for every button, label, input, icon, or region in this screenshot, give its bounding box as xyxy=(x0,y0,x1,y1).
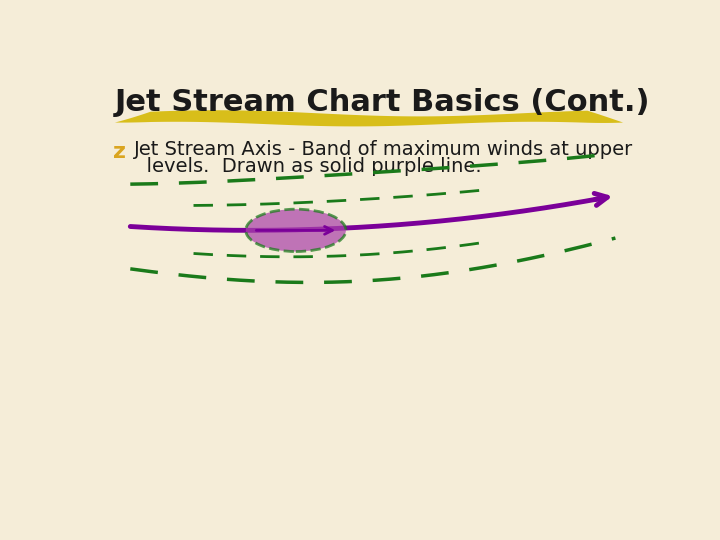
Ellipse shape xyxy=(246,209,346,252)
Text: Jet Stream Chart Basics (Cont.): Jet Stream Chart Basics (Cont.) xyxy=(115,88,650,117)
Text: z: z xyxy=(113,142,127,162)
Text: levels.  Drawn as solid purple line.: levels. Drawn as solid purple line. xyxy=(134,157,482,176)
Polygon shape xyxy=(115,110,623,126)
Text: Jet Stream Axis - Band of maximum winds at upper: Jet Stream Axis - Band of maximum winds … xyxy=(134,140,634,159)
